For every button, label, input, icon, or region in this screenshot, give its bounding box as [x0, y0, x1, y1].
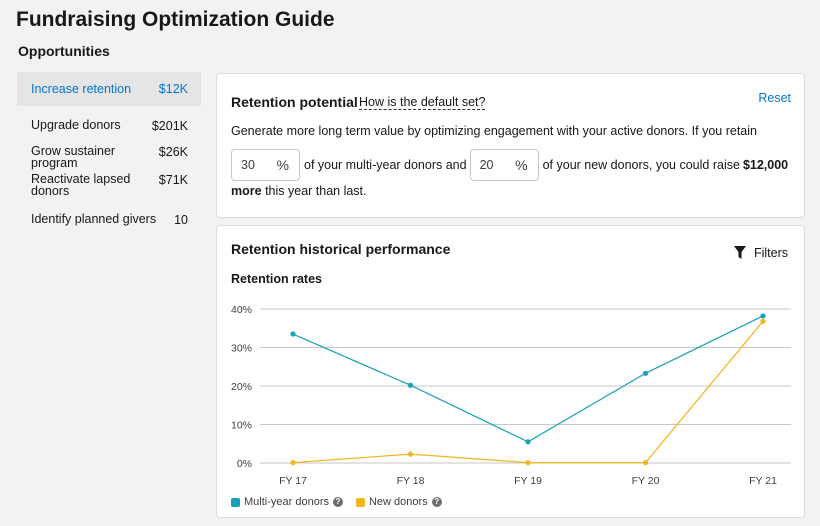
filters-label: Filters	[753, 246, 788, 260]
sidebar-item-reactivate-lapsed[interactable]: Reactivate lapsed donors $71K	[17, 173, 201, 213]
funnel-icon	[733, 246, 746, 259]
sidebar-item-label: Upgrade donors	[31, 118, 121, 132]
question-icon[interactable]: ?	[332, 497, 343, 507]
retention-potential-card: Retention potential How is the default s…	[216, 73, 805, 218]
retention-potential-title: Retention potential	[231, 94, 358, 110]
data-point	[407, 451, 414, 457]
data-point	[290, 331, 296, 337]
x-tick-label: FY 21	[749, 475, 777, 487]
sidebar-item-planned-givers[interactable]: Identify planned givers 10	[17, 213, 201, 235]
data-point	[642, 370, 649, 376]
sidebar-item-label: Identify planned givers	[31, 212, 157, 226]
reset-link[interactable]: Reset	[758, 91, 791, 105]
y-tick-label: 30%	[231, 343, 252, 355]
x-tick-label: FY 18	[397, 475, 425, 487]
sidebar-item-upgrade-donors[interactable]: Upgrade donors $201K	[17, 117, 201, 144]
percent-symbol: %	[276, 157, 289, 173]
data-point	[642, 460, 649, 466]
sidebar-item-label: Increase retention	[31, 82, 132, 96]
retention-line-chart: 0% 10% 20% 30% 40% FY 17 FY 18 FY 19 FY 20 FY 21	[231, 304, 791, 487]
opportunities-sidebar: Increase retention $12K Upgrade donors $…	[17, 72, 201, 235]
sidebar-item-value: $201K	[151, 119, 188, 133]
multi-year-percent-input[interactable]: 30 %	[231, 149, 300, 181]
question-icon[interactable]: ?	[431, 497, 442, 507]
sidebar-item-label: Grow sustainer program	[31, 144, 116, 170]
legend-swatch-new	[355, 497, 365, 507]
page-title: Fundraising Optimization Guide	[16, 8, 335, 31]
retention-performance-card: Retention historical performance Filters…	[216, 225, 805, 518]
y-tick-label: 0%	[237, 458, 252, 470]
y-tick-label: 10%	[231, 420, 252, 432]
y-tick-label: 20%	[231, 381, 252, 393]
x-tick-label: FY 17	[279, 475, 307, 487]
multi-year-text: of your multi-year donors and	[304, 158, 467, 172]
legend-swatch-multi-year	[231, 497, 240, 507]
new-donor-percent-input[interactable]: 20 %	[469, 149, 539, 181]
data-point	[760, 318, 766, 324]
legend-label-new: New donors	[368, 496, 428, 508]
more-word: more	[231, 184, 262, 198]
sidebar-item-value: $71K	[158, 173, 188, 187]
raise-amount: $12,000	[742, 158, 789, 172]
sidebar-item-value: $26K	[158, 145, 188, 159]
data-point	[525, 439, 531, 445]
tail-text: this year than last.	[265, 184, 367, 198]
section-title: Opportunities	[18, 43, 110, 59]
x-tick-label: FY 19	[514, 475, 542, 487]
data-point	[290, 460, 296, 466]
performance-title: Retention historical performance	[231, 241, 451, 257]
multi-year-percent-value: 30	[241, 158, 255, 172]
retention-inputs-row: 30 % of your multi-year donors and 20 % …	[231, 149, 788, 181]
default-help-link[interactable]: How is the default set?	[359, 95, 486, 110]
data-point	[407, 382, 414, 388]
sidebar-item-increase-retention[interactable]: Increase retention $12K	[17, 72, 201, 106]
percent-symbol: %	[515, 157, 528, 173]
sidebar-item-grow-sustainer[interactable]: Grow sustainer program $26K	[17, 144, 201, 173]
series-line-multi-year	[292, 315, 764, 443]
y-tick-label: 40%	[231, 304, 252, 316]
sidebar-item-label: Reactivate lapsed donors	[31, 172, 131, 198]
sidebar-item-value: 10	[174, 213, 188, 227]
sidebar-item-value: $12K	[158, 82, 188, 96]
data-point	[760, 313, 766, 319]
retention-tail: more this year than last.	[231, 184, 367, 198]
chart-title: Retention rates	[231, 272, 322, 286]
x-tick-label: FY 20	[632, 475, 660, 487]
chart-legend: Multi-year donors ? New donors ?	[231, 496, 455, 508]
legend-label-multi-year: Multi-year donors	[244, 496, 329, 508]
new-donor-text: of your new donors, you could raise	[542, 158, 740, 172]
retention-description: Generate more long term value by optimiz…	[231, 124, 757, 138]
new-donor-percent-value: 20	[479, 158, 494, 172]
filters-button[interactable]: Filters	[733, 246, 788, 260]
data-point	[525, 460, 531, 466]
